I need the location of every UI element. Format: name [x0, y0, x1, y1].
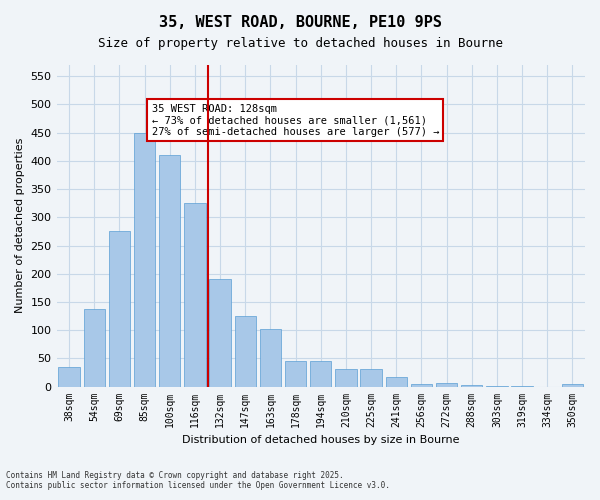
- Y-axis label: Number of detached properties: Number of detached properties: [15, 138, 25, 314]
- Bar: [159, 156, 181, 386]
- Bar: [436, 382, 457, 386]
- Bar: [361, 369, 382, 386]
- Bar: [109, 232, 130, 386]
- Bar: [134, 132, 155, 386]
- Text: 35 WEST ROAD: 128sqm
← 73% of detached houses are smaller (1,561)
27% of semi-de: 35 WEST ROAD: 128sqm ← 73% of detached h…: [152, 104, 439, 137]
- Bar: [285, 361, 307, 386]
- Text: 35, WEST ROAD, BOURNE, PE10 9PS: 35, WEST ROAD, BOURNE, PE10 9PS: [158, 15, 442, 30]
- Bar: [235, 316, 256, 386]
- Bar: [335, 369, 356, 386]
- Bar: [411, 384, 432, 386]
- Bar: [260, 329, 281, 386]
- Bar: [386, 377, 407, 386]
- Bar: [562, 384, 583, 386]
- Bar: [310, 361, 331, 386]
- Text: Size of property relative to detached houses in Bourne: Size of property relative to detached ho…: [97, 38, 503, 51]
- Bar: [184, 203, 206, 386]
- Text: Contains HM Land Registry data © Crown copyright and database right 2025.
Contai: Contains HM Land Registry data © Crown c…: [6, 470, 390, 490]
- Bar: [58, 367, 80, 386]
- Bar: [83, 310, 105, 386]
- X-axis label: Distribution of detached houses by size in Bourne: Distribution of detached houses by size …: [182, 435, 460, 445]
- Bar: [209, 280, 231, 386]
